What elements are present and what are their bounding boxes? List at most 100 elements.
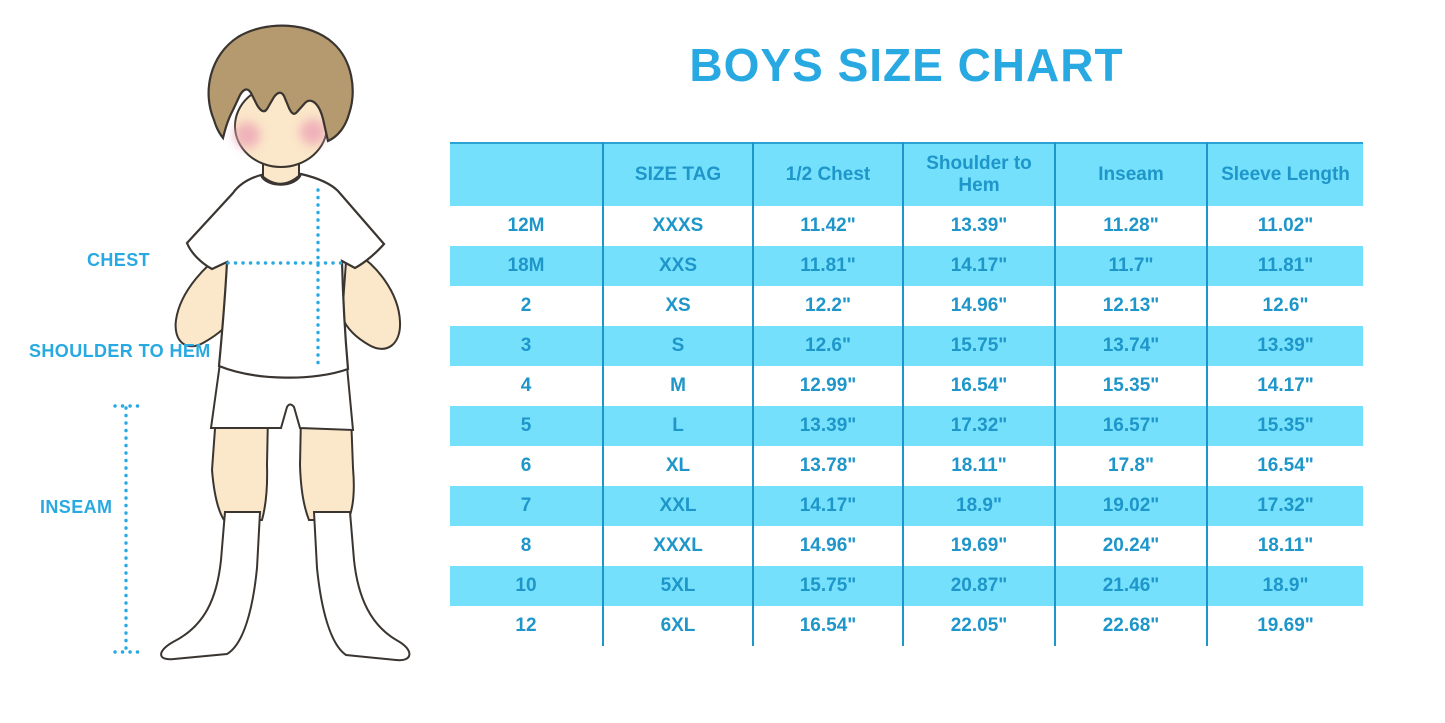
size-cell: 12 [450,606,603,646]
half-chest-cell: 12.6" [752,326,903,366]
sleeve-length-cell: 11.02" [1206,206,1363,246]
header-shoulder-to-hem: Shoulder to Hem [902,143,1055,206]
half-chest-cell: 14.96" [752,526,903,566]
size-cell: 10 [450,566,603,606]
table-row: 3 S 12.6" 15.75" 13.74" 13.39" [450,326,1363,366]
shoulder-to-hem-cell: 18.11" [902,446,1055,486]
sleeve-length-cell: 19.69" [1206,606,1363,646]
shoulder-to-hem-cell: 22.05" [902,606,1055,646]
half-chest-cell: 15.75" [752,566,903,606]
sleeve-length-cell: 18.9" [1206,566,1363,606]
shoulder-to-hem-label: SHOULDER TO HEM [29,341,211,361]
size-cell: 5 [450,406,603,446]
inseam-cell: 19.02" [1054,486,1207,526]
table-row: 2 XS 12.2" 14.96" 12.13" 12.6" [450,286,1363,326]
page-title: BOYS SIZE CHART [689,39,1124,91]
size-tag-cell: XXS [602,246,753,286]
size-cell: 4 [450,366,603,406]
table-header-row: SIZE TAG 1/2 Chest Shoulder to Hem Insea… [450,143,1363,206]
table-row: 12M XXXS 11.42" 13.39" 11.28" 11.02" [450,206,1363,246]
size-tag-cell: XS [602,286,753,326]
half-chest-cell: 13.78" [752,446,903,486]
chest-label: CHEST [87,250,151,270]
table-row: 8 XXXL 14.96" 19.69" 20.24" 18.11" [450,526,1363,566]
boy-right-blush [300,119,326,145]
inseam-cell: 17.8" [1054,446,1207,486]
table-row: 4 M 12.99" 16.54" 15.35" 14.17" [450,366,1363,406]
boy-left-blush [234,122,260,148]
inseam-cell: 22.68" [1054,606,1207,646]
inseam-cell: 12.13" [1054,286,1207,326]
inseam-cell: 11.28" [1054,206,1207,246]
half-chest-cell: 12.2" [752,286,903,326]
boy-left-leg [210,414,270,521]
size-tag-cell: XXL [602,486,753,526]
inseam-label: INSEAM [40,497,113,517]
size-cell: 7 [450,486,603,526]
boy-hair [207,24,354,143]
half-chest-cell: 11.81" [752,246,903,286]
shoulder-to-hem-cell: 15.75" [902,326,1055,366]
sleeve-length-cell: 12.6" [1206,286,1363,326]
sleeve-length-cell: 17.32" [1206,486,1363,526]
inseam-cell: 21.46" [1054,566,1207,606]
size-cell: 2 [450,286,603,326]
inseam-cell: 16.57" [1054,406,1207,446]
boy-left-sock [160,511,262,661]
half-chest-cell: 13.39" [752,406,903,446]
inseam-cell: 13.74" [1054,326,1207,366]
shoulder-to-hem-cell: 13.39" [902,206,1055,246]
size-cell: 12M [450,206,603,246]
shoulder-to-hem-cell: 19.69" [902,526,1055,566]
boy-right-sock [312,511,411,662]
boy-right-arm [340,246,402,350]
header-size-col [450,143,603,206]
header-inseam: Inseam [1054,143,1207,206]
size-tag-cell: S [602,326,753,366]
size-cell: 8 [450,526,603,566]
table-row: 7 XXL 14.17" 18.9" 19.02" 17.32" [450,486,1363,526]
shoulder-to-hem-cell: 17.32" [902,406,1055,446]
sleeve-length-cell: 11.81" [1206,246,1363,286]
shoulder-to-hem-cell: 14.96" [902,286,1055,326]
shoulder-to-hem-cell: 14.17" [902,246,1055,286]
shoulder-to-hem-cell: 16.54" [902,366,1055,406]
size-table-body: 12M XXXS 11.42" 13.39" 11.28" 11.02" 18M XXS 11.… [450,206,1363,646]
half-chest-cell: 14.17" [752,486,903,526]
size-tag-cell: XXXS [602,206,753,246]
size-tag-cell: M [602,366,753,406]
header-half-chest: 1/2 Chest [752,143,903,206]
boy-illustration [113,24,411,662]
boys-size-table: SIZE TAG 1/2 Chest Shoulder to Hem Insea… [450,142,1363,646]
shoulder-to-hem-cell: 18.9" [902,486,1055,526]
size-tag-cell: 6XL [602,606,753,646]
size-tag-cell: XXXL [602,526,753,566]
table-row: 6 XL 13.78" 18.11" 17.8" 16.54" [450,446,1363,486]
half-chest-cell: 11.42" [752,206,903,246]
size-cell: 3 [450,326,603,366]
boy-right-leg [298,414,355,521]
size-tag-cell: 5XL [602,566,753,606]
boy-shirt [185,172,386,379]
shoulder-to-hem-cell: 20.87" [902,566,1055,606]
inseam-cell: 20.24" [1054,526,1207,566]
size-chart-content: BOYS SIZE CHART SIZE TAG 1/2 Chest Shoul… [450,0,1363,723]
half-chest-cell: 12.99" [752,366,903,406]
sleeve-length-cell: 14.17" [1206,366,1363,406]
table-row: 18M XXS 11.81" 14.17" 11.7" 11.81" [450,246,1363,286]
size-tag-cell: L [602,406,753,446]
boy-shirt-collar [260,173,302,185]
size-tag-cell: XL [602,446,753,486]
header-size-tag: SIZE TAG [602,143,753,206]
size-cell: 18M [450,246,603,286]
measurement-figure: CHEST SHOULDER TO HEM INSEAM [0,0,445,723]
table-row: 10 5XL 15.75" 20.87" 21.46" 18.9" [450,566,1363,606]
inseam-cell: 11.7" [1054,246,1207,286]
sleeve-length-cell: 18.11" [1206,526,1363,566]
size-cell: 6 [450,446,603,486]
half-chest-cell: 16.54" [752,606,903,646]
sleeve-length-cell: 15.35" [1206,406,1363,446]
inseam-cell: 15.35" [1054,366,1207,406]
sleeve-length-cell: 16.54" [1206,446,1363,486]
header-sleeve-length: Sleeve Length [1206,143,1363,206]
